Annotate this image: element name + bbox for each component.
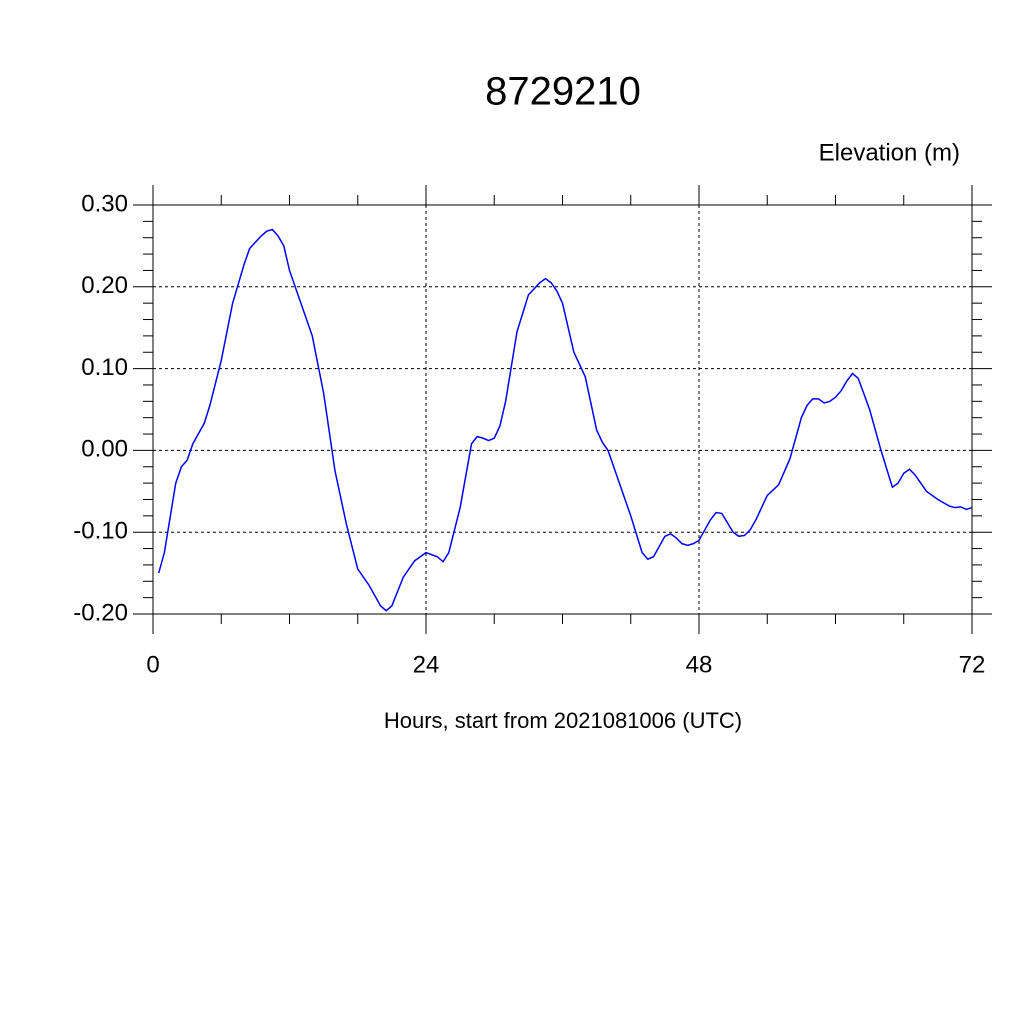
y-axis-label: Elevation (m) xyxy=(819,139,960,166)
x-tick-label: 48 xyxy=(686,651,713,678)
x-axis-label: Hours, start from 2021081006 (UTC) xyxy=(384,708,742,733)
y-tick-label: 0.20 xyxy=(81,272,128,299)
x-tick-label: 24 xyxy=(413,651,440,678)
y-tick-label: 0.10 xyxy=(81,354,128,381)
chart-title: 8729210 xyxy=(485,70,641,114)
y-tick-label: -0.20 xyxy=(73,599,128,626)
data-line xyxy=(157,228,973,612)
y-tick-label: 0.30 xyxy=(81,190,128,217)
y-tick-label: 0.00 xyxy=(81,436,128,463)
x-tick-label: 72 xyxy=(959,651,986,678)
plot-frame xyxy=(152,204,973,615)
x-tick-label: 0 xyxy=(146,651,159,678)
y-tick-label: -0.10 xyxy=(73,518,128,545)
